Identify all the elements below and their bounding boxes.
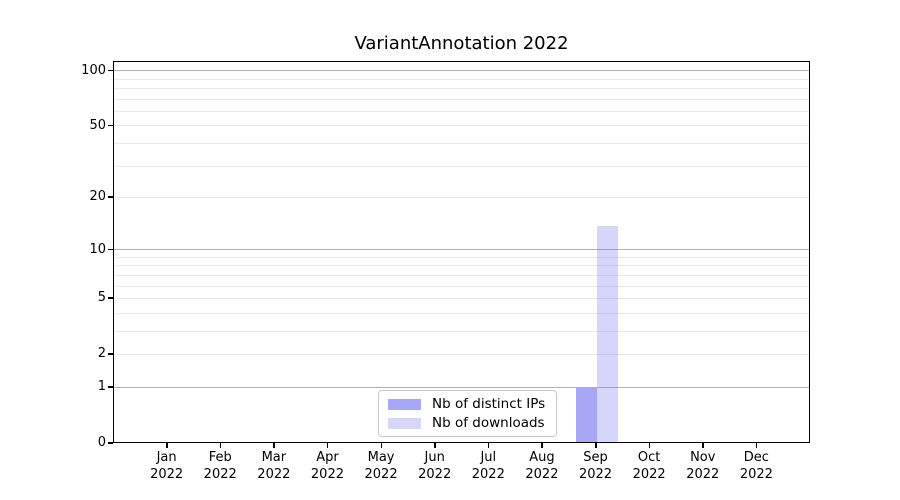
plot-area — [113, 61, 810, 443]
gridline-minor — [114, 110, 809, 112]
gridline-minor — [114, 312, 809, 314]
y-tick-label: 5 — [97, 290, 106, 306]
x-tick-mark — [487, 443, 490, 448]
y-tick-mark — [108, 248, 113, 251]
gridline-minor — [114, 274, 809, 276]
x-tick-label: Jun 2022 — [418, 450, 452, 482]
y-tick-mark — [108, 297, 113, 299]
y-tick-label: 10 — [89, 241, 106, 257]
gridline-major — [114, 70, 809, 72]
gridline-minor — [114, 78, 809, 80]
x-tick-label: Jul 2022 — [471, 450, 505, 482]
gridline-minor — [114, 330, 809, 332]
gridline-minor — [114, 165, 809, 167]
x-tick-label: Mar 2022 — [257, 450, 291, 482]
x-tick-mark — [595, 443, 597, 448]
legend-label-distinct-ips: Nb of distinct IPs — [432, 396, 546, 412]
y-tick-mark — [108, 353, 113, 355]
x-tick-label: Jan 2022 — [150, 450, 184, 482]
x-tick-label: Feb 2022 — [203, 450, 237, 482]
gridline-minor — [114, 285, 809, 287]
x-tick-label: May 2022 — [364, 450, 398, 482]
y-tick-label: 1 — [97, 379, 106, 395]
y-tick-mark — [108, 196, 113, 198]
gridline-minor — [114, 98, 809, 100]
x-tick-label: Oct 2022 — [632, 450, 666, 482]
gridline-minor — [114, 196, 809, 198]
gridline-major — [114, 249, 809, 251]
y-tick-label: 2 — [97, 346, 106, 362]
gridline-minor — [114, 265, 809, 267]
y-tick-label: 50 — [89, 117, 106, 133]
legend-swatch-downloads — [388, 417, 421, 429]
x-tick-mark — [273, 443, 275, 448]
legend-item-distinct-ips: Nb of distinct IPs — [388, 396, 545, 412]
x-tick-label: Dec 2022 — [739, 450, 773, 482]
gridline-minor — [114, 353, 809, 355]
gridline-major — [114, 386, 809, 388]
gridline-minor — [114, 125, 809, 127]
x-tick-mark — [166, 443, 168, 448]
gridline-minor — [114, 88, 809, 90]
y-tick-mark — [108, 386, 113, 388]
y-tick-label: 0 — [97, 435, 106, 450]
y-tick-label: 100 — [81, 62, 106, 78]
legend: Nb of distinct IPs Nb of downloads — [378, 390, 558, 437]
bar-downloads — [596, 225, 618, 443]
x-tick-mark — [380, 443, 383, 448]
x-tick-mark — [648, 443, 651, 448]
x-tick-mark — [326, 443, 329, 448]
x-tick-mark — [434, 443, 436, 448]
x-tick-label: Sep 2022 — [578, 450, 613, 482]
legend-item-downloads: Nb of downloads — [388, 415, 545, 431]
x-tick-label: Aug 2022 — [525, 450, 559, 482]
y-tick-mark — [108, 124, 113, 127]
y-tick-label: 20 — [89, 189, 106, 205]
x-tick-label: Apr 2022 — [310, 450, 344, 482]
x-tick-mark — [755, 443, 758, 448]
y-tick-mark — [108, 442, 113, 444]
y-tick-mark — [108, 69, 113, 72]
x-tick-mark — [219, 443, 222, 448]
gridline-minor — [114, 297, 809, 299]
x-tick-label: Nov 2022 — [686, 450, 720, 482]
bar-distinct-ips — [575, 388, 597, 443]
legend-label-downloads: Nb of downloads — [432, 415, 545, 431]
gridline-minor — [114, 142, 809, 144]
legend-swatch-distinct-ips — [388, 398, 421, 410]
gridline-minor — [114, 256, 809, 258]
x-tick-mark — [702, 443, 704, 448]
x-tick-mark — [541, 443, 543, 448]
chart-title: VariantAnnotation 2022 — [354, 33, 569, 54]
